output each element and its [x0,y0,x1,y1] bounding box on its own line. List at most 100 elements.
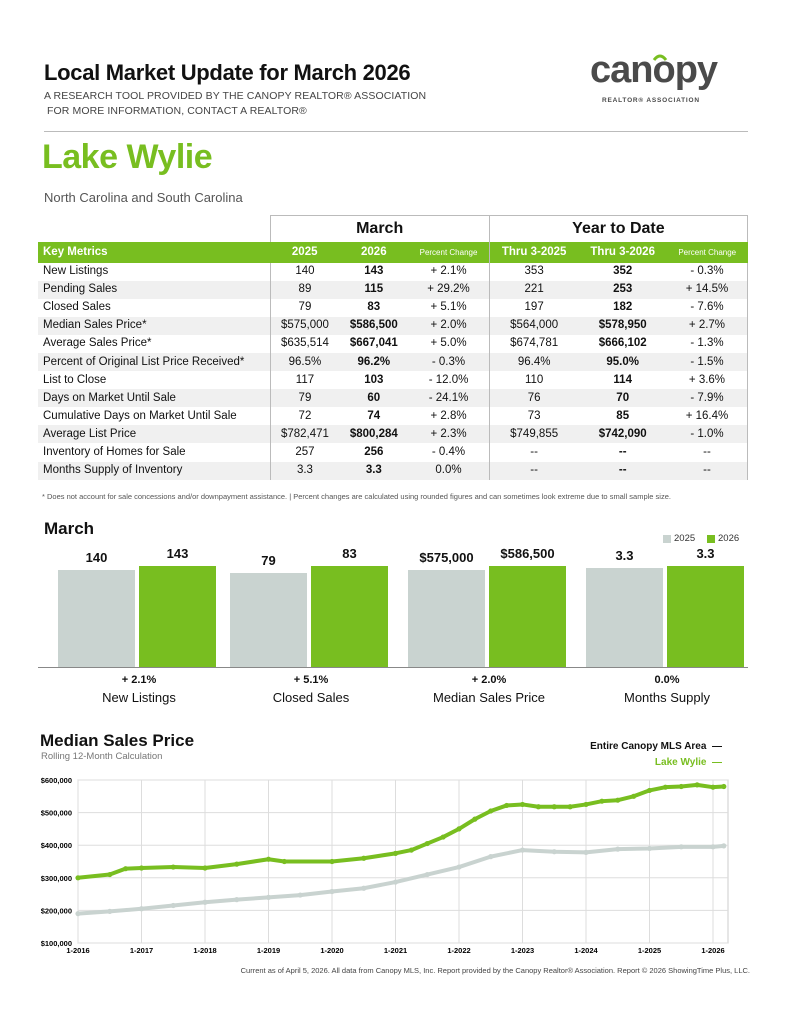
metric-label: Pending Sales [43,283,118,296]
metric-value: 95.0% [606,355,639,368]
data-point [551,804,557,810]
table-row: List to Close 117 103 - 12.0% 110 114 + 3.6% [38,371,748,390]
metric-value: + 16.4% [666,407,748,426]
metric-value: -- [666,461,748,480]
data-point [456,864,462,870]
table-row: Percent of Original List Price Received*… [38,352,748,372]
metric-value: $635,514 [269,334,340,353]
data-point [646,845,653,852]
table-row: Months Supply of Inventory 3.3 3.3 0.0% -- --… [38,461,748,480]
x-tick-label: 1-2016 [66,946,89,955]
data-point [408,847,414,853]
y-tick-label: $500,000 [41,809,72,818]
data-point [678,844,684,850]
category-label: Closed Sales [272,690,350,705]
key-metrics-table: March Year to Date Key Metrics 2025 2026 Per… [38,215,749,480]
data-point [488,808,494,814]
data-point [75,875,81,881]
metric-label: Cumulative Days on Market Until Sale [43,409,237,422]
series-line-lake-wylie [77,782,724,880]
x-tick-label: 1-2017 [130,946,153,955]
area-states: North Carolina and South Carolina [44,190,243,205]
data-point [297,892,303,898]
bar-chart-title: March [44,519,95,538]
x-tick-label: 1-2019 [257,946,280,955]
metric-value: 352 [613,265,633,278]
data-point [107,871,113,878]
credit-line: Current as of April 5, 2026. All data fr… [240,966,750,975]
bar-2026 [489,566,566,667]
data-point [392,879,399,885]
metric-value: 257 [269,443,340,462]
table-row: New Listings 140 143 + 2.1% 353 352 - 0.3% [38,262,748,281]
metric-value: 103 [364,373,384,386]
metric-value: 140 [269,262,340,281]
group-march: March [269,215,490,242]
legend-2025: 2025 [663,533,695,544]
data-point [361,855,367,861]
data-point [488,854,494,860]
metric-value: $578,950 [598,319,647,332]
bar-value-label: 140 [85,550,108,566]
x-tick-label: 1-2021 [384,946,407,955]
table-row: Median Sales Price* $575,000 $586,500 + 2.0… [38,316,748,335]
metric-value: 110 [488,371,579,390]
bar-2026 [139,566,216,667]
data-point [710,844,716,850]
metric-value: -- [488,443,579,462]
metric-value: 143 [364,265,384,278]
divider [44,131,748,132]
metric-value: 221 [488,280,579,299]
metric-value: $564,000 [488,316,579,335]
data-point [265,856,272,862]
bar-value-label: $575,000 [419,549,474,565]
data-point [567,804,573,810]
legend-canopy: Entire Canopy MLS Area — [590,741,722,752]
metric-value: 182 [613,301,633,314]
data-point [361,885,367,891]
y-tick-label: $300,000 [41,874,72,883]
legend-lake-wylie: Lake Wylie — [654,757,722,768]
data-point [107,908,113,914]
data-point [551,849,557,855]
data-point [329,858,335,865]
data-point [123,866,129,872]
data-point [615,846,621,852]
metric-value: + 14.5% [666,280,748,299]
column-header: Percent Change [666,241,748,263]
data-point [599,798,605,804]
metric-value: 85 [616,409,630,422]
column-header: Percent Change [408,241,490,263]
data-point [202,899,208,905]
data-point [615,797,621,803]
data-point [75,911,81,917]
metric-value: - 12.0% [428,373,469,386]
blank-header [38,215,270,242]
bar-value-label: 79 [261,552,276,568]
data-point [392,850,399,856]
bar-value-label: 3.3 [615,548,634,564]
metric-label: Closed Sales [43,301,111,314]
x-tick-label: 1-2025 [638,946,661,955]
header-row: Key Metrics 2025 2026 Percent Change Thru 3-… [38,241,748,263]
line-chart: $100,000 $200,000 $300,000 $400,000 $500,000… [41,776,729,955]
metric-value: + 2.7% [666,316,748,335]
page-title: Local Market Update for March 2026 [44,60,411,85]
x-tick-label: 1-2023 [511,946,534,955]
y-tick-label: $200,000 [41,906,72,915]
metric-label: Months Supply of Inventory [43,464,183,477]
y-tick-label: $600,000 [41,776,72,785]
metric-value: 115 [364,283,384,296]
metric-label: Average Sales Price* [43,337,152,350]
category-label: Months Supply [624,690,710,705]
metric-value: -- [618,464,627,477]
bar-value-label: 3.3 [696,546,715,561]
metric-value: 76 [488,389,579,408]
metric-value: + 3.6% [666,371,748,390]
legend-2026: 2026 [707,533,739,544]
subtitle-line-1: A RESEARCH TOOL PROVIDED BY THE CANOPY R… [44,90,427,102]
metric-value: 3.3 [269,461,340,480]
data-point [519,847,526,853]
metric-label: Days on Market Until Sale [43,391,176,404]
metric-value: - 24.1% [428,391,469,404]
